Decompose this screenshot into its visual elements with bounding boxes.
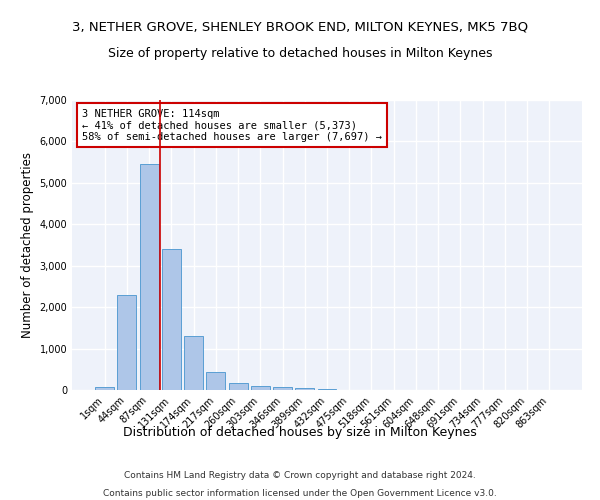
Bar	[273, 387, 292, 390]
Bar	[206, 372, 225, 390]
Bar	[251, 386, 270, 390]
Bar	[95, 387, 114, 390]
Text: 3, NETHER GROVE, SHENLEY BROOK END, MILTON KEYNES, MK5 7BQ: 3, NETHER GROVE, SHENLEY BROOK END, MILT…	[72, 20, 528, 33]
Bar	[317, 389, 337, 390]
Text: Distribution of detached houses by size in Milton Keynes: Distribution of detached houses by size …	[123, 426, 477, 439]
Bar	[229, 383, 248, 390]
Text: Size of property relative to detached houses in Milton Keynes: Size of property relative to detached ho…	[108, 48, 492, 60]
Bar	[162, 249, 181, 390]
Bar	[184, 336, 203, 390]
Text: Contains HM Land Registry data © Crown copyright and database right 2024.: Contains HM Land Registry data © Crown c…	[124, 471, 476, 480]
Bar	[140, 164, 158, 390]
Bar	[295, 388, 314, 390]
Y-axis label: Number of detached properties: Number of detached properties	[21, 152, 34, 338]
Text: Contains public sector information licensed under the Open Government Licence v3: Contains public sector information licen…	[103, 488, 497, 498]
Bar	[118, 294, 136, 390]
Text: 3 NETHER GROVE: 114sqm
← 41% of detached houses are smaller (5,373)
58% of semi-: 3 NETHER GROVE: 114sqm ← 41% of detached…	[82, 108, 382, 142]
